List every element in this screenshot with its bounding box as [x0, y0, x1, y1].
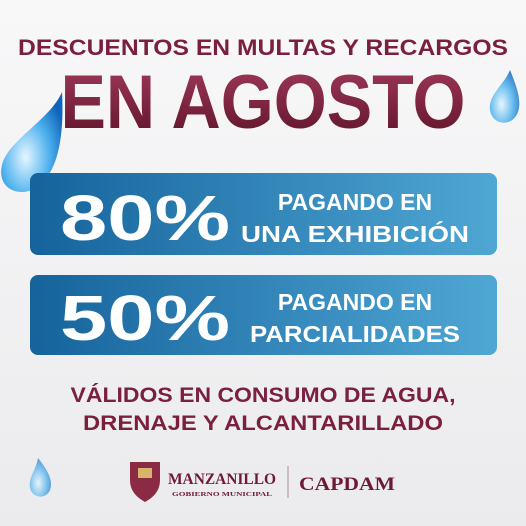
footer-text: VÁLIDOS EN CONSUMO DE AGUA, [71, 384, 456, 407]
water-drop [29, 458, 52, 497]
offer-text: PAGANDO EN [278, 289, 432, 315]
logo-text: MANZANILLO [168, 471, 276, 488]
water-drop [1, 92, 63, 193]
coat-of-arms [130, 462, 160, 502]
footer-text: DRENAJE Y ALCANTARILLADO [83, 412, 443, 435]
offer-percent: 80% [60, 182, 230, 254]
offer-text: PARCIALIDADES [250, 321, 460, 347]
logo-subtext: GOBIERNO MUNICIPAL [172, 492, 272, 498]
offer-text: UNA EXHIBICIÓN [241, 220, 469, 247]
offer-box [30, 275, 497, 355]
title: DESCUENTOS EN MULTAS Y RECARGOS [18, 35, 508, 60]
offer-text: PAGANDO EN [278, 189, 432, 215]
offer-percent: 50% [60, 282, 230, 354]
logo-text: CAPDAM [299, 474, 395, 495]
water-drop [489, 70, 520, 123]
coat-of-arms-detail [138, 468, 152, 478]
offer-box [30, 173, 497, 255]
headline: EN AGOSTO [61, 60, 466, 145]
